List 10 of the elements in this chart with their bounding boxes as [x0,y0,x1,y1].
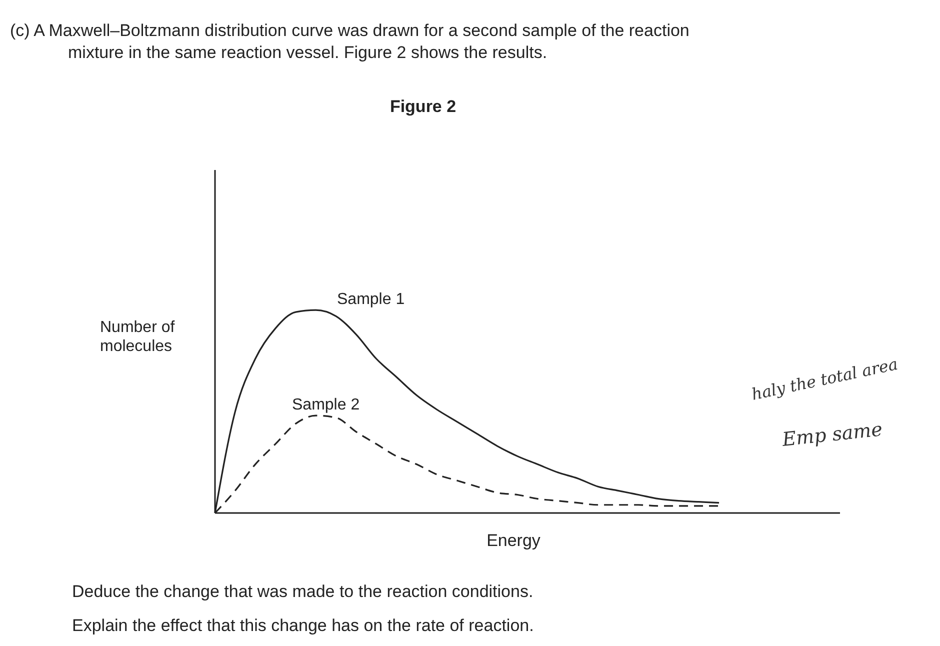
annotation: haly the total area [750,354,900,404]
text: (c) A Maxwell–Boltzmann distribution curve was drawn for a second sample of the reaction mixture in the same reaction vessel. Figure 2 shows the results. [10,21,690,62]
x-axis-title: Energy [486,531,541,550]
text: Deduce the change that was made to the reaction conditions. [72,582,534,601]
text: Explain the effect that this change has on the rate of reaction. [72,616,534,635]
annotation: Emp same [780,418,884,452]
y-axis-title: Number of molecules [100,319,176,355]
series-label: Sample 1 [337,291,405,308]
series-label: Sample 2 [292,396,360,414]
chart-title: Figure 2 [390,97,456,116]
